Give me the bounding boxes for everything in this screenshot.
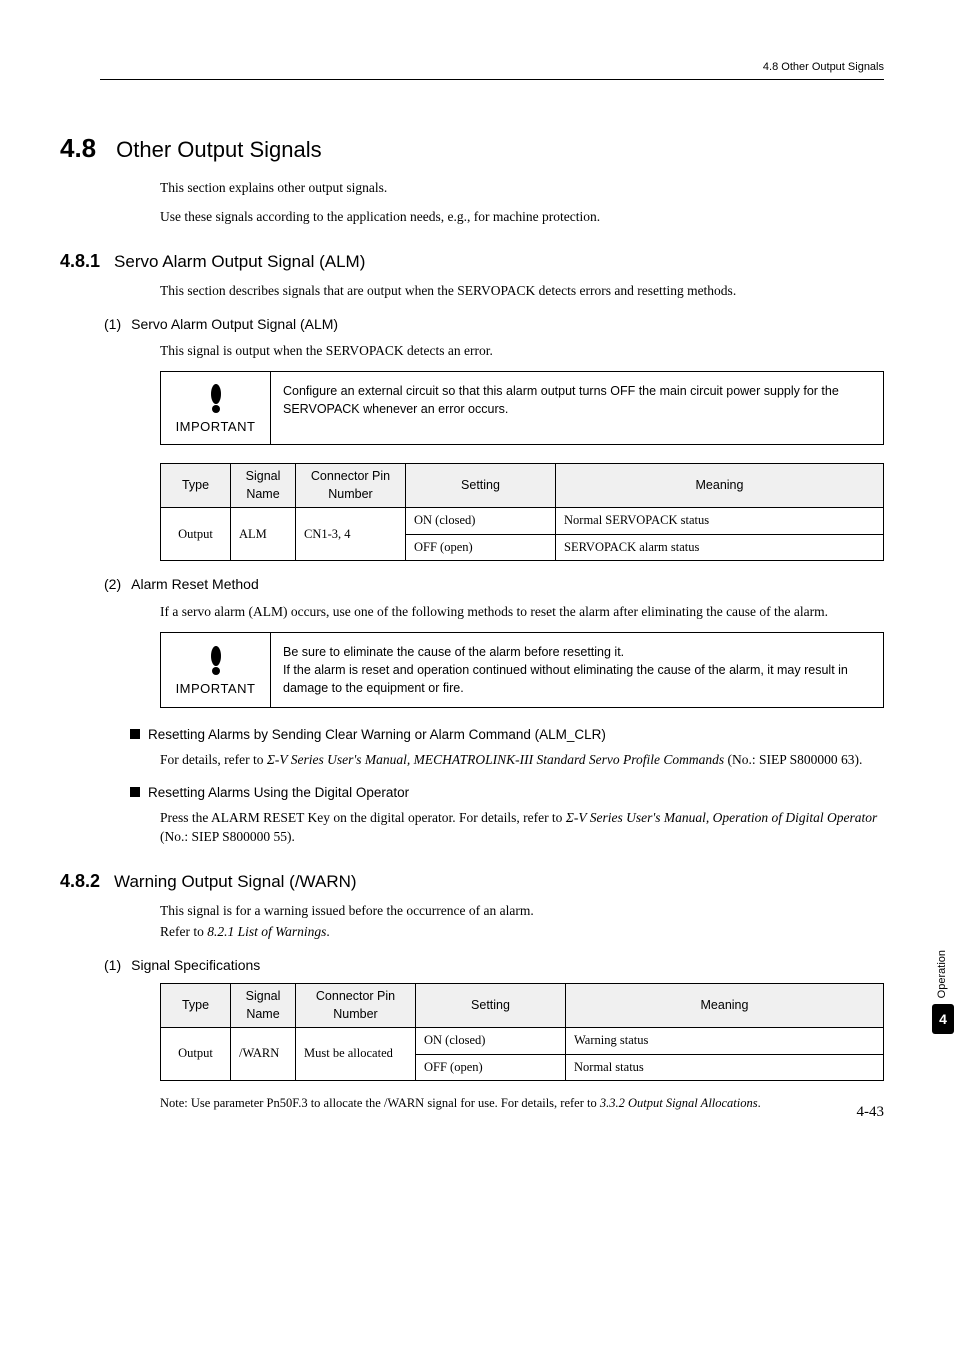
header-rule (100, 79, 884, 80)
th-name: Signal Name (231, 464, 296, 508)
square-bullet-icon (130, 787, 140, 797)
side-tab-chapter: 4 (932, 1004, 954, 1034)
important-2-line2: If the alarm is reset and operation cont… (283, 661, 871, 697)
important-label: IMPORTANT (176, 680, 256, 698)
th-setting: Setting (406, 464, 556, 508)
running-header: 4.8 Other Output Signals (100, 60, 884, 75)
important-left: IMPORTANT (161, 372, 271, 444)
sub-heading-482-num: (1) (104, 957, 121, 973)
td-name: /WARN (231, 1028, 296, 1081)
sub-heading-1: (1) Servo Alarm Output Signal (ALM) (104, 315, 884, 335)
td-meaning-2: Normal status (566, 1054, 884, 1081)
section-title: Other Output Signals (116, 135, 321, 166)
td-type: Output (161, 1028, 231, 1081)
subsection-intro: This section describes signals that are … (160, 282, 884, 301)
td-setting-2: OFF (open) (416, 1054, 566, 1081)
important-label: IMPORTANT (176, 418, 256, 436)
sub-heading-num: (1) (104, 316, 121, 332)
note-b: . (758, 1096, 761, 1110)
th-type: Type (161, 464, 231, 508)
sub-body-1: This signal is output when the SERVOPACK… (160, 342, 884, 361)
sub-heading-482-1: (1) Signal Specifications (104, 956, 884, 976)
important-left-2: IMPORTANT (161, 633, 271, 707)
section-4-8-heading: 4.8 Other Output Signals (60, 130, 884, 166)
bullet1-i: Σ-V Series User's Manual, MECHATROLINK-I… (267, 752, 724, 767)
th-pin: Connector Pin Number (296, 464, 406, 508)
sub-heading-2: (2) Alarm Reset Method (104, 575, 884, 595)
sub-body-2: If a servo alarm (ALM) occurs, use one o… (160, 603, 884, 622)
subsection-number: 4.8.1 (60, 249, 100, 274)
td-setting-2: OFF (open) (406, 534, 556, 561)
warn-intro-1: This signal is for a warning issued befo… (160, 902, 884, 921)
side-tab: Operation 4 (932, 950, 954, 1034)
td-name: ALM (231, 508, 296, 561)
bullet2-b: (No.: SIEP S800000 55). (160, 829, 295, 844)
warn-intro-2a: Refer to (160, 924, 207, 939)
important-text-2: Be sure to eliminate the cause of the al… (271, 633, 883, 707)
td-pin: CN1-3, 4 (296, 508, 406, 561)
td-meaning-1: Normal SERVOPACK status (556, 508, 884, 535)
section-intro-1: This section explains other output signa… (160, 179, 884, 198)
important-text-1: Configure an external circuit so that th… (271, 372, 883, 444)
section-number: 4.8 (60, 130, 96, 166)
td-setting-1: ON (closed) (416, 1028, 566, 1055)
th-pin: Connector Pin Number (296, 984, 416, 1028)
td-meaning-2: SERVOPACK alarm status (556, 534, 884, 561)
bullet-body-1: For details, refer to Σ-V Series User's … (160, 751, 884, 770)
td-setting-1: ON (closed) (406, 508, 556, 535)
note-i: 3.3.2 Output Signal Allocations (600, 1096, 758, 1110)
exclamation-icon (199, 642, 233, 676)
section-intro-2: Use these signals according to the appli… (160, 208, 884, 227)
warn-intro-2i: 8.2.1 List of Warnings (207, 924, 326, 939)
bullet2-i: Σ-V Series User's Manual, Operation of D… (566, 810, 877, 825)
side-tab-label: Operation (935, 950, 950, 998)
warn-intro-2: Refer to 8.2.1 List of Warnings. (160, 923, 884, 942)
important-box-1: IMPORTANT Configure an external circuit … (160, 371, 884, 445)
square-bullet-icon (130, 729, 140, 739)
th-type: Type (161, 984, 231, 1028)
subsection-title-2: Warning Output Signal (/WARN) (114, 870, 356, 894)
th-meaning: Meaning (566, 984, 884, 1028)
warn-intro-2b: . (326, 924, 329, 939)
bullet-title-1: Resetting Alarms by Sending Clear Warnin… (148, 727, 606, 742)
td-meaning-1: Warning status (566, 1028, 884, 1055)
section-4-8-1-heading: 4.8.1 Servo Alarm Output Signal (ALM) (60, 249, 884, 274)
sub-heading-title-2: Alarm Reset Method (131, 576, 259, 592)
subsection-number-2: 4.8.2 (60, 869, 100, 894)
th-name: Signal Name (231, 984, 296, 1028)
th-setting: Setting (416, 984, 566, 1028)
alm-signal-table: Type Signal Name Connector Pin Number Se… (160, 463, 884, 561)
bullet-heading-2: Resetting Alarms Using the Digital Opera… (130, 784, 884, 803)
bullet1-b: (No.: SIEP S800000 63). (724, 752, 862, 767)
bullet-body-2: Press the ALARM RESET Key on the digital… (160, 809, 884, 847)
subsection-title: Servo Alarm Output Signal (ALM) (114, 250, 365, 274)
important-box-2: IMPORTANT Be sure to eliminate the cause… (160, 632, 884, 708)
sub-heading-num-2: (2) (104, 576, 121, 592)
sub-heading-title: Servo Alarm Output Signal (ALM) (131, 316, 338, 332)
bullet1-a: For details, refer to (160, 752, 267, 767)
exclamation-icon (199, 380, 233, 414)
td-type: Output (161, 508, 231, 561)
bullet2-a: Press the ALARM RESET Key on the digital… (160, 810, 566, 825)
section-4-8-2-heading: 4.8.2 Warning Output Signal (/WARN) (60, 869, 884, 894)
note-a: Note: Use parameter Pn50F.3 to allocate … (160, 1096, 600, 1110)
th-meaning: Meaning (556, 464, 884, 508)
warn-note: Note: Use parameter Pn50F.3 to allocate … (160, 1095, 884, 1113)
bullet-title-2: Resetting Alarms Using the Digital Opera… (148, 785, 409, 800)
important-2-line1: Be sure to eliminate the cause of the al… (283, 643, 871, 661)
sub-heading-482-title: Signal Specifications (131, 957, 260, 973)
bullet-heading-1: Resetting Alarms by Sending Clear Warnin… (130, 726, 884, 745)
warn-signal-table: Type Signal Name Connector Pin Number Se… (160, 983, 884, 1081)
td-pin: Must be allocated (296, 1028, 416, 1081)
page-number: 4-43 (857, 1102, 885, 1123)
